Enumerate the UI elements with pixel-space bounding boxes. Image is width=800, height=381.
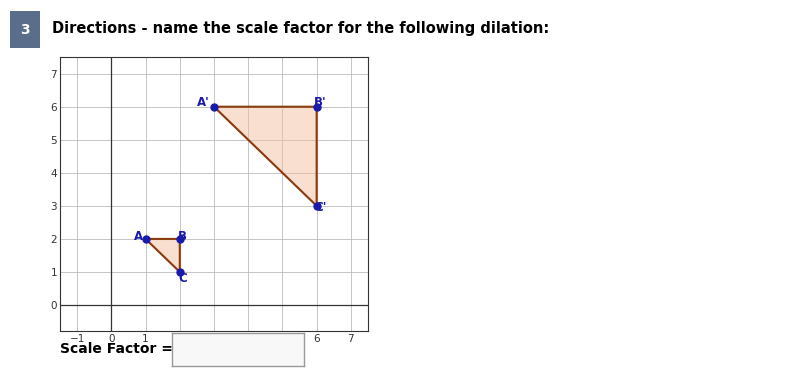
- Text: Scale Factor =: Scale Factor =: [60, 342, 173, 355]
- Text: C': C': [314, 201, 326, 214]
- Text: A: A: [134, 230, 142, 243]
- Text: B: B: [178, 230, 187, 243]
- Polygon shape: [146, 239, 180, 272]
- Text: Directions - name the scale factor for the following dilation:: Directions - name the scale factor for t…: [52, 21, 550, 36]
- Text: A': A': [198, 96, 210, 109]
- Polygon shape: [214, 107, 317, 206]
- Text: C: C: [178, 272, 187, 285]
- Text: B': B': [314, 96, 326, 109]
- Text: 3: 3: [20, 22, 30, 37]
